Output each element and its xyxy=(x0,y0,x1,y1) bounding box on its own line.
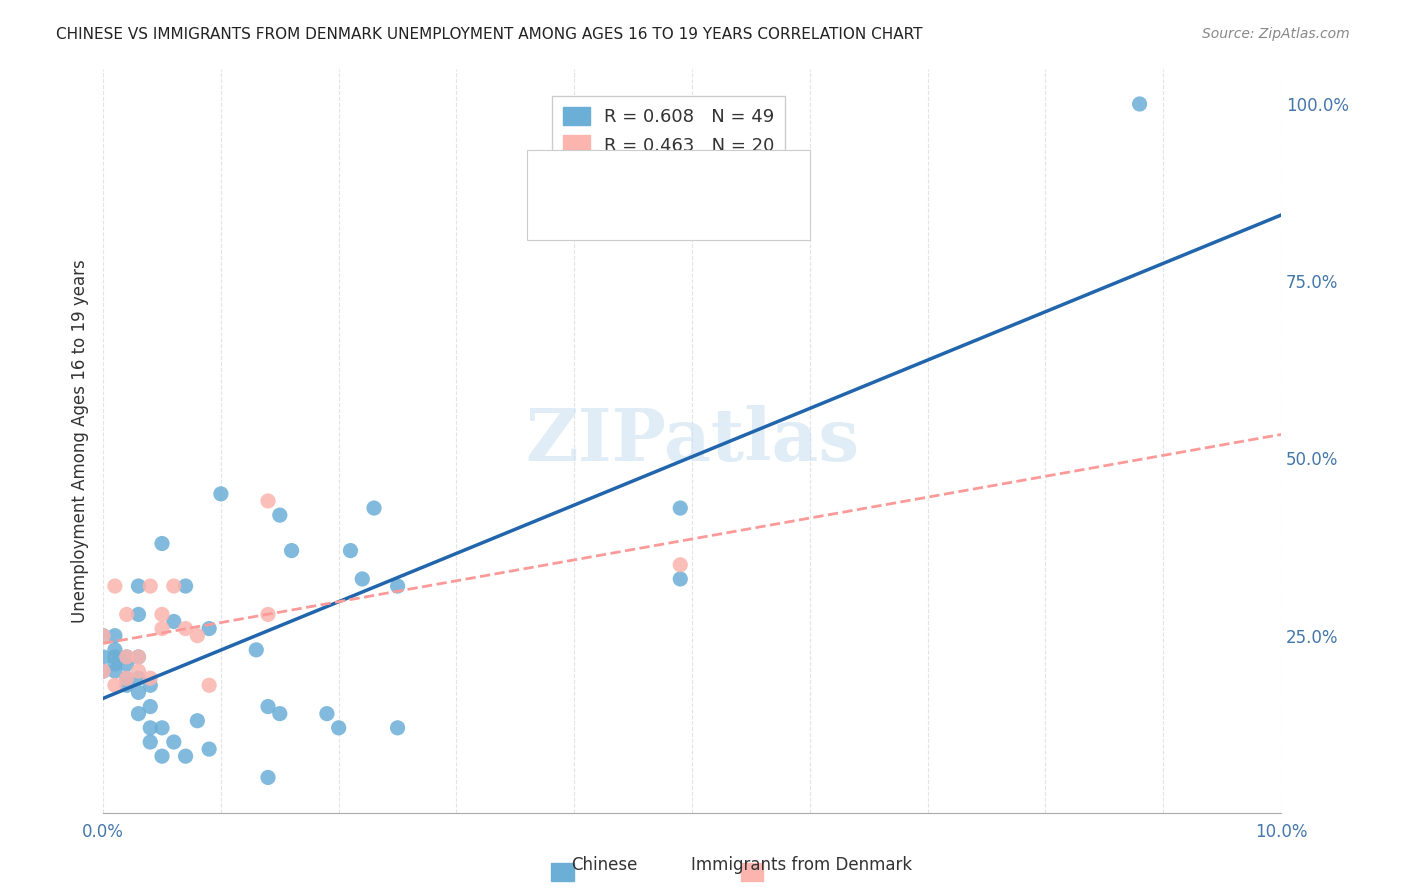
Point xyxy=(316,706,339,721)
Point xyxy=(127,649,149,664)
Point xyxy=(139,671,162,685)
Point xyxy=(174,579,197,593)
Bar xyxy=(741,863,763,881)
Point xyxy=(328,721,350,735)
Point xyxy=(127,706,149,721)
Text: ZIPatlas: ZIPatlas xyxy=(524,405,859,476)
Point xyxy=(669,501,692,516)
Point xyxy=(139,579,162,593)
Y-axis label: Unemployment Among Ages 16 to 19 years: Unemployment Among Ages 16 to 19 years xyxy=(72,259,89,623)
Point xyxy=(91,629,114,643)
Point xyxy=(245,643,267,657)
Point xyxy=(104,579,127,593)
Point xyxy=(174,749,197,764)
Point xyxy=(115,607,138,622)
Point xyxy=(339,543,361,558)
Point xyxy=(115,678,138,692)
Point xyxy=(163,735,186,749)
Text: Source: ZipAtlas.com: Source: ZipAtlas.com xyxy=(1202,27,1350,41)
Point xyxy=(91,664,114,678)
Point xyxy=(163,615,186,629)
Point xyxy=(91,649,114,664)
Point xyxy=(186,714,208,728)
Point xyxy=(127,579,149,593)
Point xyxy=(115,649,138,664)
Point xyxy=(115,649,138,664)
Point xyxy=(104,649,127,664)
Point xyxy=(104,629,127,643)
Point xyxy=(91,629,114,643)
Point xyxy=(669,572,692,586)
Point xyxy=(127,671,149,685)
FancyBboxPatch shape xyxy=(527,151,810,240)
Point xyxy=(1129,97,1152,112)
Point xyxy=(198,622,221,636)
Point xyxy=(139,721,162,735)
Point xyxy=(115,657,138,671)
Point xyxy=(280,543,302,558)
Point xyxy=(104,664,127,678)
Point xyxy=(150,607,173,622)
Point xyxy=(139,735,162,749)
Point xyxy=(150,749,173,764)
Point xyxy=(363,501,385,516)
Point xyxy=(387,579,409,593)
Point xyxy=(127,607,149,622)
Legend: R = 0.608   N = 49, R = 0.463   N = 20: R = 0.608 N = 49, R = 0.463 N = 20 xyxy=(551,96,786,166)
Point xyxy=(104,657,127,671)
Point xyxy=(139,699,162,714)
Text: Immigrants from Denmark: Immigrants from Denmark xyxy=(690,856,912,874)
Point xyxy=(269,706,291,721)
Point xyxy=(669,558,692,572)
Point xyxy=(198,742,221,756)
Point xyxy=(257,771,280,785)
Point xyxy=(163,579,186,593)
Point xyxy=(257,607,280,622)
Point xyxy=(257,699,280,714)
Point xyxy=(198,678,221,692)
Point xyxy=(209,487,232,501)
Point xyxy=(139,678,162,692)
Point xyxy=(387,721,409,735)
Point xyxy=(127,664,149,678)
Point xyxy=(150,622,173,636)
Point xyxy=(186,629,208,643)
Text: CHINESE VS IMMIGRANTS FROM DENMARK UNEMPLOYMENT AMONG AGES 16 TO 19 YEARS CORREL: CHINESE VS IMMIGRANTS FROM DENMARK UNEMP… xyxy=(56,27,922,42)
Point xyxy=(150,721,173,735)
Point xyxy=(174,622,197,636)
Bar xyxy=(551,863,574,881)
Point xyxy=(115,671,138,685)
Point xyxy=(269,508,291,523)
Text: Chinese: Chinese xyxy=(571,856,638,874)
Point xyxy=(257,494,280,508)
Point xyxy=(104,678,127,692)
Point xyxy=(91,664,114,678)
Point xyxy=(352,572,374,586)
Point xyxy=(104,643,127,657)
Point xyxy=(127,685,149,699)
Point xyxy=(115,671,138,685)
Point xyxy=(150,536,173,550)
Point xyxy=(127,649,149,664)
